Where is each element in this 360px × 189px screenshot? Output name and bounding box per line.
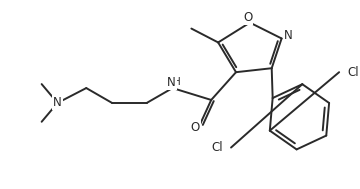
Text: N: N [284, 29, 293, 42]
Text: O: O [243, 11, 252, 24]
Text: N: N [167, 76, 176, 89]
Text: O: O [191, 121, 200, 134]
Text: Cl: Cl [347, 66, 359, 79]
Text: H: H [173, 77, 180, 87]
Text: N: N [53, 96, 62, 109]
Text: Cl: Cl [211, 141, 223, 154]
